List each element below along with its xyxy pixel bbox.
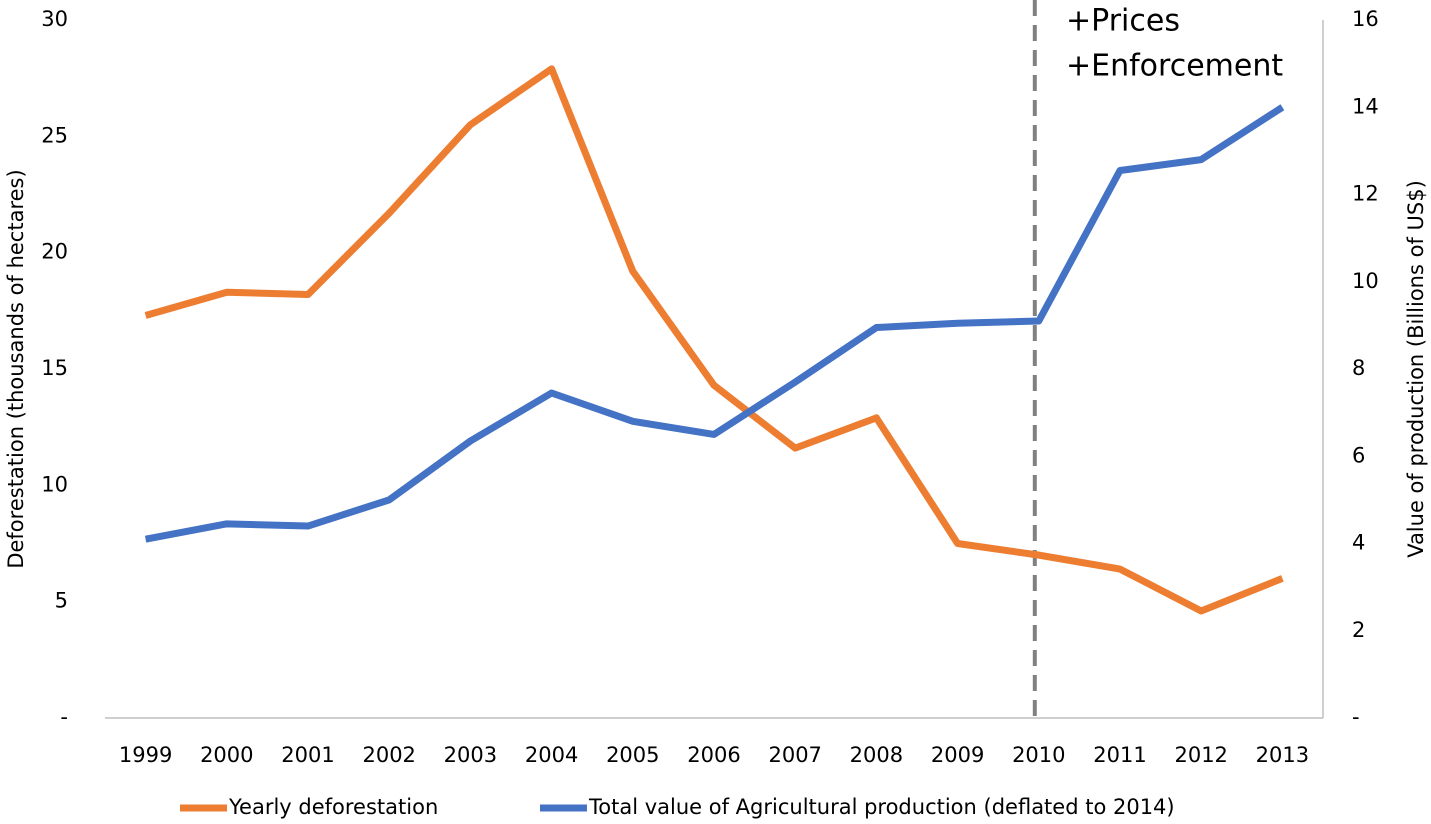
x-tick-label: 2006 — [687, 743, 740, 767]
x-tick-label: 2000 — [200, 743, 253, 767]
x-tick-label: 2012 — [1174, 743, 1227, 767]
x-tick-label: 2001 — [281, 743, 334, 767]
x-tick-label: 2003 — [444, 743, 497, 767]
series-line — [144, 65, 1284, 615]
x-tick-label: 2010 — [1012, 743, 1065, 767]
y2-tick-label: 12 — [1352, 182, 1379, 206]
y-tick-label: 20 — [41, 240, 68, 264]
y-tick-label: 30 — [41, 7, 68, 31]
y-tick-label: 10 — [41, 472, 68, 496]
y2-tick-label: 4 — [1352, 531, 1365, 555]
x-tick-label: 2005 — [606, 743, 659, 767]
y2-tick-label: 14 — [1352, 94, 1379, 118]
y2-tick-label: 10 — [1352, 269, 1379, 293]
y-axis-title: Deforestation (thousands of hectares) — [4, 169, 28, 568]
legend-label: Total value of Agricultural production (… — [588, 795, 1175, 819]
x-tick-label: 2002 — [362, 743, 415, 767]
x-tick-label: 2013 — [1256, 743, 1309, 767]
x-tick-label: 2009 — [931, 743, 984, 767]
x-tick-label: 1999 — [119, 743, 172, 767]
y2-tick-label: - — [1352, 705, 1360, 729]
y2-axis-title: Value of production (Billions of US$) — [1404, 180, 1428, 558]
x-tick-label: 2007 — [768, 743, 821, 767]
legend-label: Yearly deforestation — [228, 795, 438, 819]
annotation: +Prices — [1066, 4, 1180, 39]
y2-tick-label: 6 — [1352, 443, 1365, 467]
y2-tick-label: 16 — [1352, 7, 1379, 31]
x-tick-label: 2004 — [525, 743, 578, 767]
y-tick-label: 25 — [41, 123, 68, 147]
y-tick-label: 5 — [55, 589, 68, 613]
series-line — [144, 104, 1285, 543]
x-tick-label: 2008 — [850, 743, 903, 767]
y-tick-label: 15 — [41, 356, 68, 380]
annotation: +Enforcement — [1066, 49, 1283, 84]
y2-tick-label: 2 — [1352, 618, 1365, 642]
y2-tick-label: 8 — [1352, 356, 1365, 380]
y-tick-label: - — [60, 705, 68, 729]
x-tick-label: 2011 — [1093, 743, 1146, 767]
